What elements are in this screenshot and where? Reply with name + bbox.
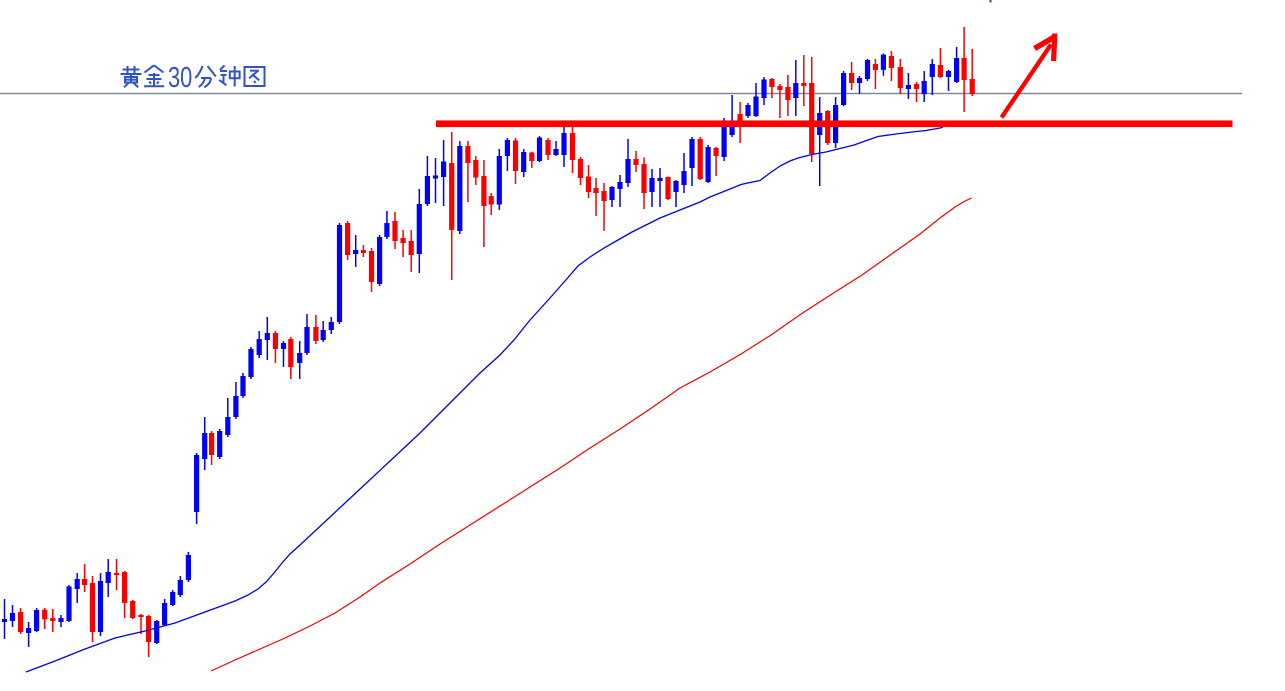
svg-text:30: 30	[168, 62, 192, 94]
